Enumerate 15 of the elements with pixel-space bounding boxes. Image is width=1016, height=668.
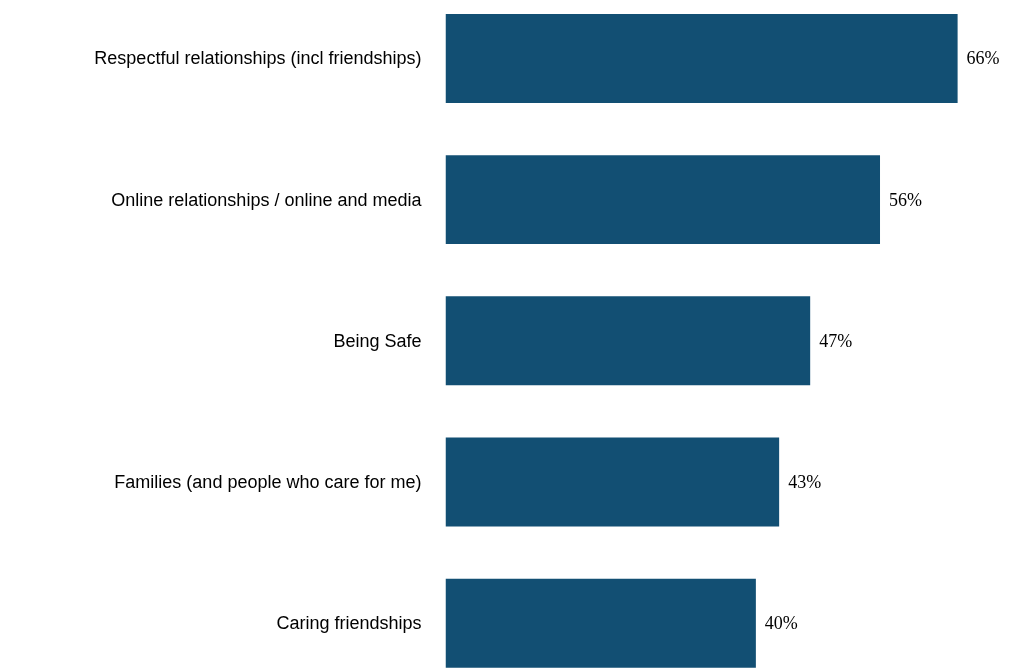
y-tick-label: Online relationships / online and media	[111, 189, 423, 210]
data-label: 47%	[819, 330, 853, 351]
data-label: 56%	[889, 189, 923, 210]
y-tick-label: Being Safe	[333, 330, 422, 351]
data-label: 40%	[764, 613, 798, 634]
bar	[445, 155, 881, 245]
data-label: 66%	[966, 48, 1000, 69]
y-tick-label: Families (and people who care for me)	[114, 472, 422, 493]
bar	[445, 437, 780, 527]
y-tick-label: Caring friendships	[276, 613, 422, 634]
bar	[445, 13, 958, 103]
data-label: 43%	[788, 472, 822, 493]
bar	[445, 296, 811, 386]
bar	[445, 578, 756, 668]
y-tick-label: Respectful relationships (incl friendships)	[94, 48, 422, 69]
